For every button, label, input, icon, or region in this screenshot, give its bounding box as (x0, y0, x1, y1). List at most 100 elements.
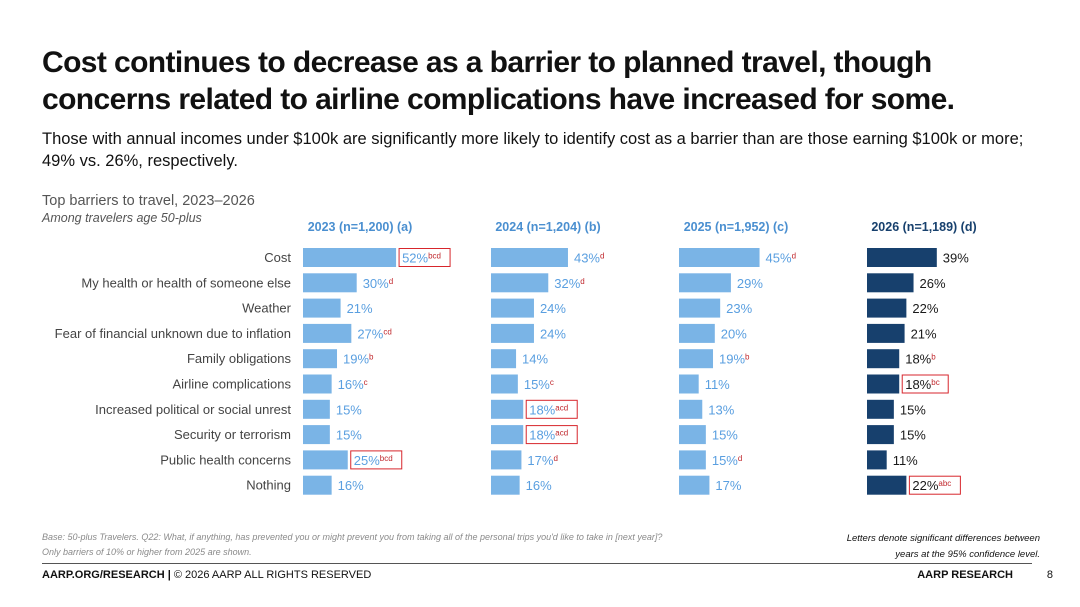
bar (679, 475, 710, 495)
data-value: 27% (357, 326, 383, 341)
footer-copyright: AARP.ORG/RESEARCH | © 2026 AARP ALL RIGH… (42, 569, 371, 581)
bar (867, 450, 887, 470)
data-value: 15% (336, 402, 362, 417)
footer-divider (42, 563, 1032, 564)
data-value: 20% (721, 326, 747, 341)
category-label: Airline complications (173, 377, 292, 392)
significance-letters: b (931, 353, 936, 362)
data-value: 11% (705, 377, 730, 392)
category-label: Public health concerns (160, 452, 291, 467)
bar (867, 323, 905, 343)
data-value: 21% (347, 301, 373, 316)
data-value: 16% (526, 478, 552, 493)
data-label: 19%b (719, 352, 750, 367)
data-value: 22% (912, 478, 938, 493)
data-value: 29% (737, 276, 763, 291)
bar (491, 399, 524, 419)
data-label: 13% (708, 402, 734, 417)
bar (679, 248, 760, 267)
significance-letters: c (364, 378, 368, 387)
data-value: 18% (529, 428, 555, 443)
significance-letters: d (580, 277, 584, 286)
bar (491, 298, 534, 318)
significance-legend: Letters denote significant differences b… (760, 531, 1040, 563)
data-value: 23% (726, 301, 752, 316)
data-value: 45% (766, 251, 792, 266)
slide-title: Cost continues to decrease as a barrier … (42, 46, 955, 116)
category-label: Security or terrorism (174, 427, 291, 442)
data-value: 17% (715, 478, 741, 493)
bar (491, 248, 568, 267)
bar (303, 248, 397, 267)
significance-letters: bcd (380, 454, 393, 463)
significance-letters: bcd (428, 252, 441, 261)
data-value: 22% (912, 301, 938, 316)
data-label: 16%c (338, 377, 368, 392)
data-value: 11% (893, 453, 918, 468)
data-value: 15% (524, 377, 550, 392)
significance-legend-line1: Letters denote significant differences b… (846, 533, 1040, 544)
bar (867, 475, 907, 495)
significance-highlight-box (525, 399, 578, 419)
data-label: 39% (943, 251, 969, 266)
bar (867, 374, 900, 394)
data-label: 15% (900, 428, 926, 443)
data-value: 30% (363, 276, 389, 291)
footer-site-link[interactable]: AARP.ORG/RESEARCH | (42, 569, 171, 581)
bar (491, 475, 520, 495)
bar (679, 399, 703, 419)
data-value: 25% (354, 453, 380, 468)
significance-letters: d (738, 454, 742, 463)
bar (491, 374, 518, 394)
significance-highlight-box (398, 248, 451, 267)
data-label: 43%d (574, 251, 604, 266)
bar (303, 349, 338, 369)
data-label: 24% (540, 326, 566, 341)
bar (679, 450, 706, 470)
significance-highlight-box (525, 425, 578, 445)
data-value: 15% (900, 428, 926, 443)
significance-letters: acd (555, 429, 568, 438)
data-value: 14% (522, 352, 548, 367)
data-label: 15%d (712, 453, 742, 468)
data-value: 18% (529, 402, 555, 417)
significance-letters: b (745, 353, 750, 362)
footer-brand: AARP RESEARCH (917, 569, 1013, 581)
data-label: 16% (338, 478, 364, 493)
data-label: 22% (912, 301, 938, 316)
bar (867, 248, 937, 267)
data-label: 26% (920, 276, 946, 291)
bar (303, 323, 352, 343)
category-label: Weather (242, 301, 292, 316)
category-label: Family obligations (187, 351, 292, 366)
significance-letters: d (792, 252, 796, 261)
data-label: 17% (715, 478, 741, 493)
data-label: 18%b (905, 352, 936, 367)
barrier-chart: Cost My health or health of someone else W… (55, 220, 977, 495)
data-label: 21% (911, 326, 937, 341)
data-label: 11% (705, 377, 730, 392)
data-label: 15% (900, 402, 926, 417)
category-label: Cost (264, 250, 291, 265)
category-label: Nothing (246, 478, 291, 493)
significance-legend-line2: years at the 95% confidence level. (895, 549, 1040, 560)
significance-letters: d (600, 252, 604, 261)
bar (679, 374, 699, 394)
series-header: 2025 (n=1,952) (c) (684, 220, 789, 234)
data-value: 26% (920, 276, 946, 291)
data-value: 15% (336, 428, 362, 443)
bar (491, 323, 534, 343)
bar (303, 475, 332, 495)
series-header: 2024 (n=1,204) (b) (495, 220, 600, 234)
bar (491, 450, 522, 470)
bar (303, 399, 330, 419)
data-value: 15% (900, 402, 926, 417)
category-label: My health or health of someone else (81, 275, 291, 290)
data-label: 15%c (524, 377, 554, 392)
data-label: 30%d (363, 276, 393, 291)
data-value: 15% (712, 428, 738, 443)
data-label: 23% (726, 301, 752, 316)
data-label: 18%acd (529, 402, 568, 417)
bar (867, 399, 894, 419)
data-value: 24% (540, 326, 566, 341)
